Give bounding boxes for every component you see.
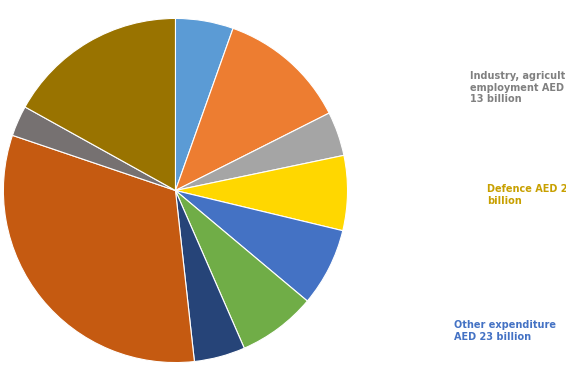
Wedge shape [25,18,175,191]
Wedge shape [12,107,175,190]
Text: Defence AED 22
billion: Defence AED 22 billion [487,184,566,206]
Wedge shape [3,135,194,363]
Wedge shape [175,28,329,190]
Text: Industry, agriculture and
employment AED
13 billion: Industry, agriculture and employment AED… [470,71,566,104]
Wedge shape [175,190,343,301]
Wedge shape [175,190,307,348]
Wedge shape [175,113,344,190]
Wedge shape [175,18,233,191]
Text: Other expenditure
AED 23 billion: Other expenditure AED 23 billion [454,320,556,342]
Wedge shape [175,155,348,231]
Wedge shape [175,190,245,362]
